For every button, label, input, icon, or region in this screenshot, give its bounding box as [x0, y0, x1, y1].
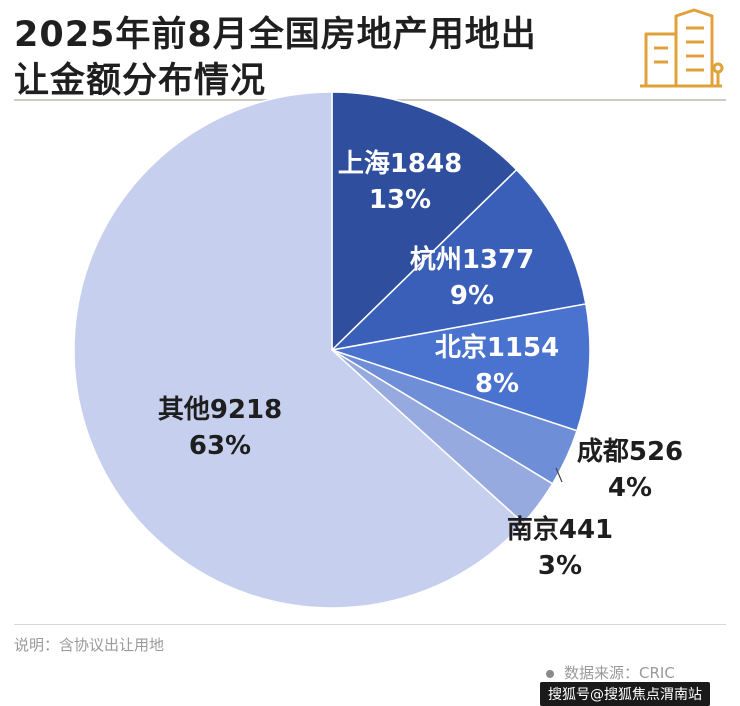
slice-percent-0: 13% [369, 185, 431, 215]
chart-title-line-2: 让金额分布情况 [14, 61, 267, 101]
slice-percent-3: 4% [608, 473, 652, 503]
footnote: 说明：含协议出让用地 [14, 636, 165, 654]
slice-label-0: 上海1848 [338, 149, 462, 179]
pie-slice-1 [329, 168, 587, 352]
building-icon [640, 8, 724, 88]
slice-label-2: 北京1154 [435, 332, 559, 363]
slice-label-4: 南京441 [507, 514, 613, 545]
slice-percent-4: 3% [538, 551, 582, 581]
slice-label-1: 杭州1377 [410, 244, 534, 275]
slice-label-3: 成都526 [577, 437, 683, 467]
slice-percent-2: 8% [475, 369, 519, 399]
slice-percent-5: 63% [189, 431, 251, 461]
slice-percent-1: 9% [450, 281, 494, 311]
bullet-dot-icon [546, 669, 554, 678]
pie-slice-5 [73, 91, 525, 609]
slice-label-5: 其他9218 [158, 395, 282, 425]
pie-slice-0 [331, 91, 518, 352]
source-line: 数据来源：CRIC [546, 662, 675, 683]
footer-divider [14, 624, 726, 625]
watermark-badge: 搜狐号@搜狐焦点渭南站 [540, 682, 710, 706]
pie-slice-2 [331, 303, 591, 432]
leader-line [555, 467, 563, 483]
source-text: 数据来源：CRIC [564, 664, 675, 682]
chart-title-line-1: 2025年前8月全国房地产用地出 [14, 15, 537, 55]
